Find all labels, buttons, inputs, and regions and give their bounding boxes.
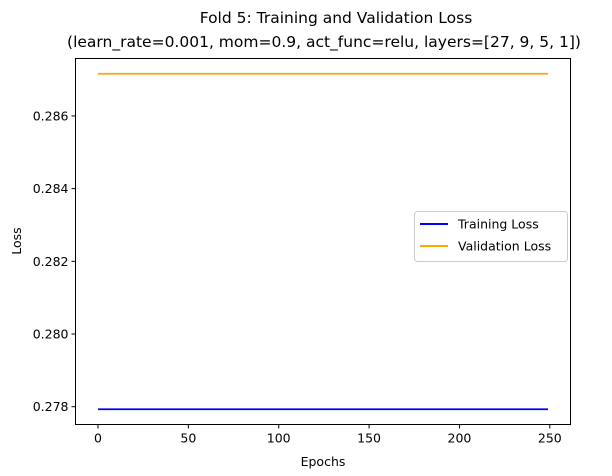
y-tick-label: 0.286	[33, 108, 69, 123]
x-tick-label: 200	[448, 431, 472, 446]
chart-title-line2: (learn_rate=0.001, mom=0.9, act_func=rel…	[67, 33, 581, 52]
series-layer	[98, 72, 548, 411]
y-tick-label: 0.280	[33, 326, 69, 341]
x-axis-label: Epochs	[301, 454, 346, 469]
x-tick-label: 100	[267, 431, 291, 446]
chart-title-line1: Fold 5: Training and Validation Loss	[200, 9, 473, 27]
legend: Training Loss Validation Loss	[414, 211, 568, 262]
x-tick-label: 150	[357, 431, 381, 446]
y-axis-ticks: 0.278 0.280 0.282 0.284 0.286	[33, 108, 76, 414]
y-tick-label: 0.284	[33, 181, 69, 196]
y-axis-label: Loss	[9, 227, 24, 254]
x-tick-label: 50	[180, 431, 196, 446]
y-tick-label: 0.282	[33, 254, 69, 269]
x-axis-ticks: 0 50 100 150 200 250	[94, 424, 562, 446]
plot-frame	[75, 58, 571, 425]
x-tick-label: 250	[538, 431, 562, 446]
legend-label-validation: Validation Loss	[458, 239, 551, 254]
legend-label-training: Training Loss	[457, 217, 539, 232]
legend-box	[414, 211, 568, 262]
y-tick-label: 0.278	[33, 399, 69, 414]
x-tick-label: 0	[94, 431, 102, 446]
